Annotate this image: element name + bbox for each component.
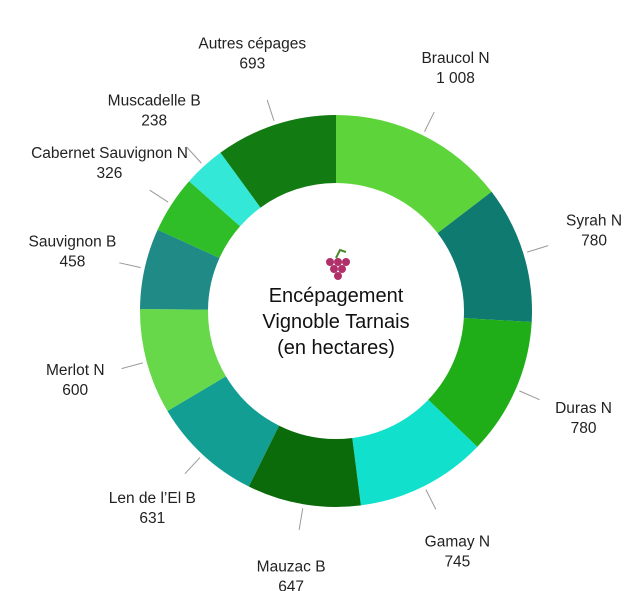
value-label: 326 (97, 165, 123, 182)
category-label: Duras N (555, 400, 612, 417)
leader-line (266, 99, 275, 122)
donut-segment (248, 425, 361, 507)
donut-segment (167, 376, 280, 487)
donut-segment (157, 181, 241, 258)
grape-icon (326, 248, 350, 280)
donut-segment (139, 308, 226, 412)
category-label: Gamay N (425, 533, 490, 550)
leader-line (184, 457, 201, 475)
donut-segment (352, 399, 478, 506)
value-label: 780 (581, 233, 607, 250)
value-label: 631 (139, 510, 165, 527)
donut-segment (220, 115, 336, 208)
donut-segment (140, 229, 220, 310)
category-label: Braucol N (421, 50, 489, 67)
leader-line (526, 245, 549, 253)
category-label: Merlot N (46, 362, 105, 379)
category-label: Sauvignon B (28, 233, 116, 250)
value-label: 238 (141, 112, 167, 129)
leader-line (121, 362, 143, 370)
leader-line (298, 508, 304, 530)
value-label: 780 (571, 420, 597, 437)
leader-line (425, 489, 437, 510)
leader-line (119, 262, 141, 269)
leader-line (424, 111, 435, 132)
category-label: Len de l’El B (109, 490, 196, 507)
chart-title: Encépagement Vignoble Tarnais (en hectar… (262, 285, 410, 359)
leader-line (519, 390, 540, 401)
donut-segment (189, 152, 261, 227)
category-label: Syrah N (566, 213, 622, 230)
donut-segment (336, 115, 492, 234)
value-label: 458 (60, 253, 86, 270)
donut-segment (437, 191, 532, 322)
category-label: Muscadelle B (108, 92, 201, 109)
category-label: Cabernet Sauvignon N (31, 145, 188, 162)
leader-line (186, 146, 202, 164)
leader-line (149, 189, 169, 203)
category-label: Mauzac B (257, 558, 326, 575)
value-label: 745 (444, 553, 470, 570)
donut-segment (428, 318, 532, 447)
value-label: 693 (239, 55, 265, 72)
value-label: 1 008 (436, 70, 475, 87)
value-label: 600 (62, 382, 88, 399)
value-label: 647 (278, 578, 304, 591)
category-label: Autres cépages (198, 35, 306, 52)
